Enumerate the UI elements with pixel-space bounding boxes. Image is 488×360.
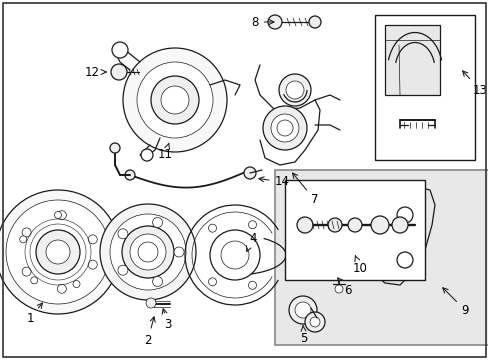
Circle shape — [146, 298, 156, 308]
Circle shape — [347, 218, 361, 232]
Circle shape — [208, 224, 216, 232]
Circle shape — [6, 200, 110, 304]
Circle shape — [100, 204, 196, 300]
Text: 5: 5 — [300, 326, 307, 345]
Circle shape — [248, 221, 256, 229]
Text: 6: 6 — [337, 278, 351, 297]
Circle shape — [288, 296, 316, 324]
Circle shape — [209, 230, 260, 280]
Circle shape — [396, 207, 412, 223]
Circle shape — [73, 280, 80, 288]
Bar — [274, 170, 488, 345]
Circle shape — [138, 242, 158, 262]
Bar — [374, 15, 474, 160]
Circle shape — [22, 228, 31, 237]
Circle shape — [279, 74, 310, 106]
Circle shape — [88, 235, 97, 244]
Circle shape — [396, 252, 412, 268]
Circle shape — [0, 190, 120, 314]
Circle shape — [88, 260, 97, 269]
Circle shape — [221, 241, 248, 269]
Circle shape — [112, 42, 128, 58]
Circle shape — [285, 81, 304, 99]
Circle shape — [110, 143, 120, 153]
Circle shape — [370, 216, 388, 234]
Circle shape — [244, 167, 256, 179]
Circle shape — [151, 76, 199, 124]
Circle shape — [20, 236, 27, 243]
Circle shape — [248, 281, 256, 289]
Polygon shape — [384, 25, 439, 95]
Circle shape — [141, 149, 153, 161]
Circle shape — [276, 120, 292, 136]
Circle shape — [22, 267, 31, 276]
Circle shape — [152, 217, 162, 228]
Circle shape — [161, 86, 189, 114]
Circle shape — [334, 285, 342, 293]
Text: 8: 8 — [251, 15, 273, 28]
Circle shape — [391, 217, 407, 233]
Circle shape — [123, 48, 226, 152]
Circle shape — [174, 247, 183, 257]
Text: 2: 2 — [144, 317, 155, 346]
Text: 14: 14 — [258, 175, 289, 189]
Text: 7: 7 — [292, 173, 318, 207]
Circle shape — [31, 277, 38, 284]
Text: 12: 12 — [84, 66, 106, 78]
Circle shape — [263, 106, 306, 150]
Text: 10: 10 — [352, 256, 366, 274]
Circle shape — [296, 217, 312, 233]
Circle shape — [125, 170, 135, 180]
Circle shape — [130, 234, 165, 270]
Circle shape — [110, 214, 185, 290]
Text: 3: 3 — [162, 309, 171, 332]
Circle shape — [36, 230, 80, 274]
Text: 9: 9 — [442, 288, 468, 316]
Circle shape — [54, 211, 61, 219]
Circle shape — [294, 302, 310, 318]
Circle shape — [305, 312, 325, 332]
Text: 1: 1 — [26, 303, 42, 324]
Circle shape — [309, 317, 319, 327]
Circle shape — [327, 218, 341, 232]
Text: 4: 4 — [246, 231, 256, 251]
Text: 11: 11 — [157, 143, 172, 162]
Circle shape — [308, 16, 320, 28]
Bar — [285, 180, 424, 280]
Circle shape — [208, 278, 216, 286]
Circle shape — [137, 62, 213, 138]
Circle shape — [57, 211, 66, 220]
Circle shape — [118, 265, 128, 275]
Circle shape — [152, 276, 162, 287]
Circle shape — [267, 15, 282, 29]
Text: 13: 13 — [462, 71, 487, 96]
Circle shape — [118, 229, 128, 239]
Circle shape — [46, 240, 70, 264]
Circle shape — [270, 114, 298, 142]
Circle shape — [57, 284, 66, 293]
Circle shape — [111, 64, 127, 80]
Circle shape — [122, 226, 174, 278]
